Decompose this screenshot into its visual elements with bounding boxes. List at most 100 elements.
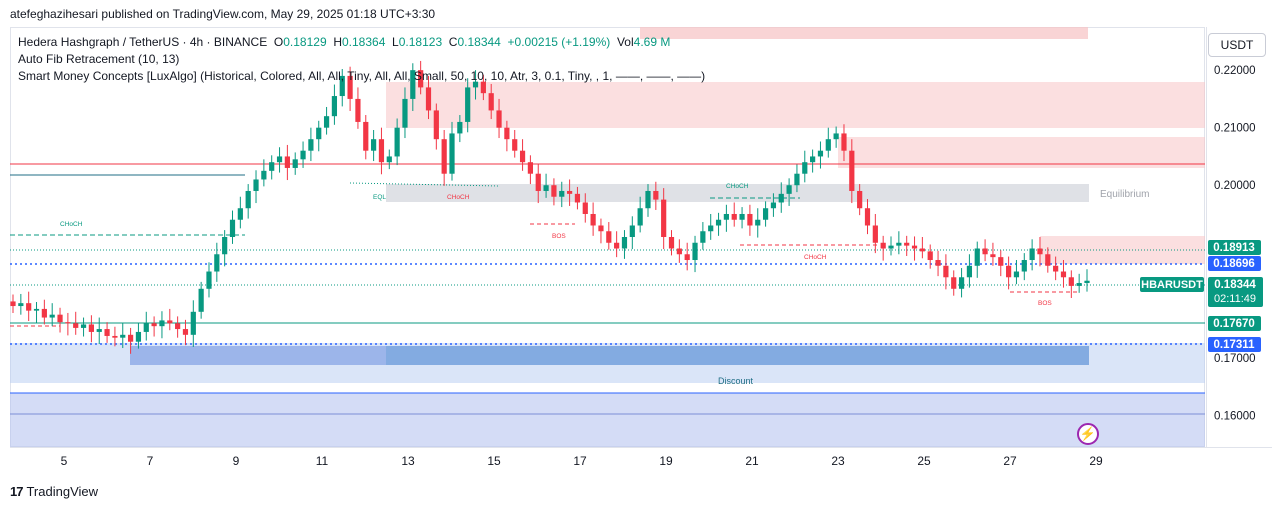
candle-bullish[interactable] [33, 308, 40, 311]
candle-bearish[interactable] [990, 254, 996, 258]
candle-bearish[interactable] [935, 260, 941, 266]
candle-bearish[interactable] [661, 199, 667, 237]
candle-bearish[interactable] [982, 248, 988, 255]
candle-bearish[interactable] [347, 75, 353, 99]
candle-bearish[interactable] [26, 303, 32, 311]
candle-bullish[interactable] [637, 208, 643, 226]
candle-bearish[interactable] [151, 323, 157, 327]
candle-bullish[interactable] [621, 237, 628, 249]
candle-bearish[interactable] [1068, 277, 1074, 286]
candle-bullish[interactable] [339, 75, 345, 97]
candle-bearish[interactable] [566, 190, 573, 194]
indicator-fib[interactable]: Auto Fib Retracement (10, 13) [18, 52, 180, 66]
candle-bearish[interactable] [653, 190, 659, 200]
candle-bullish[interactable] [1076, 283, 1082, 286]
candle-bearish[interactable] [535, 173, 541, 191]
candle-bearish[interactable] [488, 93, 494, 111]
candle-bullish[interactable] [206, 271, 212, 289]
candle-bearish[interactable] [998, 257, 1004, 266]
candle-bullish[interactable] [817, 150, 824, 157]
candle-bullish[interactable] [629, 225, 635, 237]
candle-bullish[interactable] [371, 139, 377, 151]
candle-bullish[interactable] [770, 202, 777, 209]
candle-bullish[interactable] [394, 127, 400, 157]
candle-bullish[interactable] [888, 245, 894, 249]
candle-bearish[interactable] [104, 329, 110, 336]
candle-bullish[interactable] [237, 208, 243, 220]
candle-bullish[interactable] [120, 334, 126, 338]
candle-bullish[interactable] [292, 159, 298, 168]
candle-bullish[interactable] [786, 185, 792, 194]
candle-bullish[interactable] [143, 323, 149, 332]
candle-bullish[interactable] [1013, 271, 1020, 278]
candle-bearish[interactable] [857, 190, 863, 209]
candle-bullish[interactable] [229, 219, 236, 237]
candle-bullish[interactable] [966, 265, 973, 278]
candle-bullish[interactable] [802, 162, 808, 174]
candle-bullish[interactable] [723, 213, 729, 220]
candle-bullish[interactable] [80, 324, 87, 328]
candle-bearish[interactable] [284, 156, 290, 168]
candle-bearish[interactable] [425, 87, 432, 111]
candle-bearish[interactable] [65, 322, 71, 324]
candle-bullish[interactable] [472, 81, 479, 88]
candle-bearish[interactable] [363, 121, 369, 151]
candle-bearish[interactable] [590, 213, 596, 226]
candle-bullish[interactable] [198, 288, 204, 312]
candle-bearish[interactable] [919, 248, 925, 252]
candle-bullish[interactable] [308, 139, 314, 151]
candle-bearish[interactable] [582, 202, 588, 214]
candle-bullish[interactable] [457, 121, 463, 134]
candle-bearish[interactable] [112, 335, 118, 338]
candle-bearish[interactable] [496, 110, 502, 128]
candle-bullish[interactable] [810, 156, 816, 163]
candle-bearish[interactable] [911, 245, 918, 249]
candle-bearish[interactable] [684, 254, 690, 261]
candle-bearish[interactable] [1060, 271, 1067, 278]
candle-bearish[interactable] [355, 98, 361, 122]
candle-bearish[interactable] [927, 251, 933, 261]
symbol-title[interactable]: Hedera Hashgraph / TetherUS · 4h · BINAN… [18, 35, 268, 49]
candle-bullish[interactable] [276, 156, 283, 163]
candle-bearish[interactable] [441, 139, 447, 174]
candle-bearish[interactable] [551, 185, 557, 197]
candle-bullish[interactable] [253, 179, 259, 191]
candle-bearish[interactable] [747, 213, 753, 226]
candle-bullish[interactable] [739, 213, 745, 220]
candle-bullish[interactable] [300, 150, 306, 160]
candle-bullish[interactable] [410, 70, 416, 99]
candle-bullish[interactable] [794, 173, 800, 186]
candle-bullish[interactable] [331, 96, 338, 117]
candle-bullish[interactable] [755, 219, 761, 226]
candle-bearish[interactable] [182, 329, 189, 335]
candle-bearish[interactable] [943, 265, 949, 278]
candle-bearish[interactable] [127, 334, 134, 342]
candle-bearish[interactable] [433, 110, 439, 140]
candle-bearish[interactable] [951, 277, 957, 289]
candle-bullish[interactable] [386, 156, 392, 163]
candle-bullish[interactable] [269, 162, 275, 171]
candle-bullish[interactable] [700, 231, 706, 243]
candle-bearish[interactable] [1037, 248, 1043, 255]
candle-bullish[interactable] [316, 127, 322, 140]
candle-bullish[interactable] [692, 242, 698, 261]
candle-bearish[interactable] [872, 225, 878, 243]
candle-bearish[interactable] [167, 320, 173, 324]
time-scale[interactable] [10, 447, 1272, 476]
candle-bullish[interactable] [402, 98, 408, 128]
candle-bearish[interactable] [574, 193, 581, 203]
candle-bullish[interactable] [18, 303, 24, 307]
candle-bullish[interactable] [896, 242, 902, 246]
indicator-smc[interactable]: Smart Money Concepts [LuxAlgo] (Historic… [18, 69, 706, 83]
candle-bullish[interactable] [222, 237, 228, 255]
candle-bearish[interactable] [480, 81, 486, 94]
candle-bearish[interactable] [731, 213, 737, 220]
candle-bullish[interactable] [778, 193, 784, 203]
candle-bearish[interactable] [88, 324, 94, 332]
currency-button[interactable]: USDT [1208, 33, 1266, 57]
candle-bullish[interactable] [1084, 280, 1090, 284]
candle-bullish[interactable] [465, 87, 471, 122]
candle-bullish[interactable] [190, 311, 196, 335]
candle-bearish[interactable] [841, 133, 847, 151]
candle-bullish[interactable] [1021, 260, 1027, 272]
